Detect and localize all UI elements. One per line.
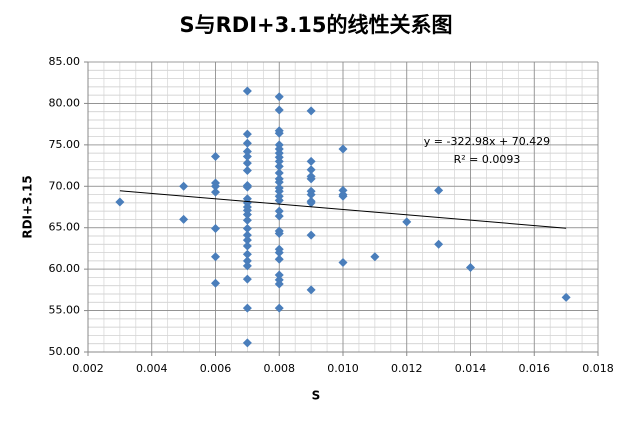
data-point [274, 92, 284, 102]
trendline [119, 190, 567, 229]
data-point [242, 235, 252, 245]
data-point [434, 185, 444, 195]
y-tick-label: 85.00 [49, 55, 81, 68]
y-tick-label: 55.00 [49, 304, 81, 317]
y-tick-label: 80.00 [49, 96, 81, 109]
x-tick-label: 0.008 [264, 362, 296, 375]
data-point [306, 198, 316, 208]
data-point [306, 230, 316, 240]
data-point [274, 177, 284, 187]
data-point [338, 258, 348, 268]
data-point [402, 217, 412, 227]
data-point [338, 144, 348, 154]
data-point [242, 166, 252, 176]
data-point [211, 151, 220, 161]
y-axis-title: RDI+3.15 [21, 175, 35, 238]
data-point [466, 262, 475, 272]
data-point [274, 105, 284, 115]
data-point [242, 146, 252, 156]
data-point [274, 206, 284, 216]
data-point [274, 186, 284, 196]
data-point [242, 151, 252, 161]
data-point [242, 215, 252, 225]
data-point [274, 161, 284, 171]
data-point [242, 129, 252, 139]
y-tick-label: 60.00 [49, 262, 81, 275]
data-point [306, 174, 316, 184]
data-point [274, 128, 284, 138]
data-point [274, 254, 284, 264]
data-point [242, 274, 252, 284]
y-tick-label: 65.00 [49, 221, 81, 234]
y-tick-label: 70.00 [49, 179, 81, 192]
data-point [211, 252, 220, 262]
x-tick-label: 0.002 [72, 362, 104, 375]
data-point [242, 158, 252, 168]
data-point [274, 168, 284, 178]
data-point [242, 249, 252, 259]
data-point [242, 224, 252, 234]
data-point [242, 261, 252, 271]
y-tick-label: 75.00 [49, 138, 81, 151]
data-point [242, 338, 252, 348]
data-point [561, 292, 571, 302]
chart-title: S与RDI+3.15的线性关系图 [180, 13, 453, 37]
data-point [115, 197, 125, 207]
data-point [179, 181, 189, 191]
data-point [274, 279, 284, 289]
data-point [242, 256, 252, 266]
data-point [274, 211, 284, 221]
data-point [242, 209, 252, 219]
data-point [306, 190, 316, 200]
x-tick-label: 0.006 [200, 362, 232, 375]
data-point [370, 252, 380, 262]
data-point [274, 195, 284, 205]
data-point [274, 303, 284, 313]
data-point [338, 191, 348, 201]
trendline-r2: R² = 0.0093 [454, 153, 521, 166]
data-point [211, 181, 220, 191]
data-point [242, 230, 252, 240]
data-point [306, 106, 316, 116]
data-point [242, 86, 252, 96]
data-point [211, 187, 220, 197]
data-point [242, 241, 252, 251]
data-point [242, 182, 252, 192]
data-point [179, 214, 189, 224]
data-point [274, 270, 284, 280]
data-point [274, 156, 284, 166]
data-point [274, 248, 284, 258]
data-point [242, 303, 252, 313]
trendline-equation: y = -322.98x + 70.429 [424, 135, 550, 148]
data-point [434, 239, 444, 249]
x-tick-label: 0.016 [519, 362, 551, 375]
x-tick-label: 0.018 [582, 362, 614, 375]
x-tick-label: 0.014 [455, 362, 487, 375]
data-point [211, 224, 220, 234]
data-point [274, 229, 284, 239]
data-point [242, 138, 252, 148]
data-point [306, 285, 316, 295]
x-axis-title: S [312, 389, 321, 403]
x-tick-label: 0.004 [136, 362, 168, 375]
x-tick-label: 0.010 [327, 362, 359, 375]
data-point [211, 278, 220, 288]
y-tick-label: 50.00 [49, 345, 81, 358]
data-point [306, 165, 316, 175]
data-point [306, 156, 316, 166]
x-tick-label: 0.012 [391, 362, 423, 375]
